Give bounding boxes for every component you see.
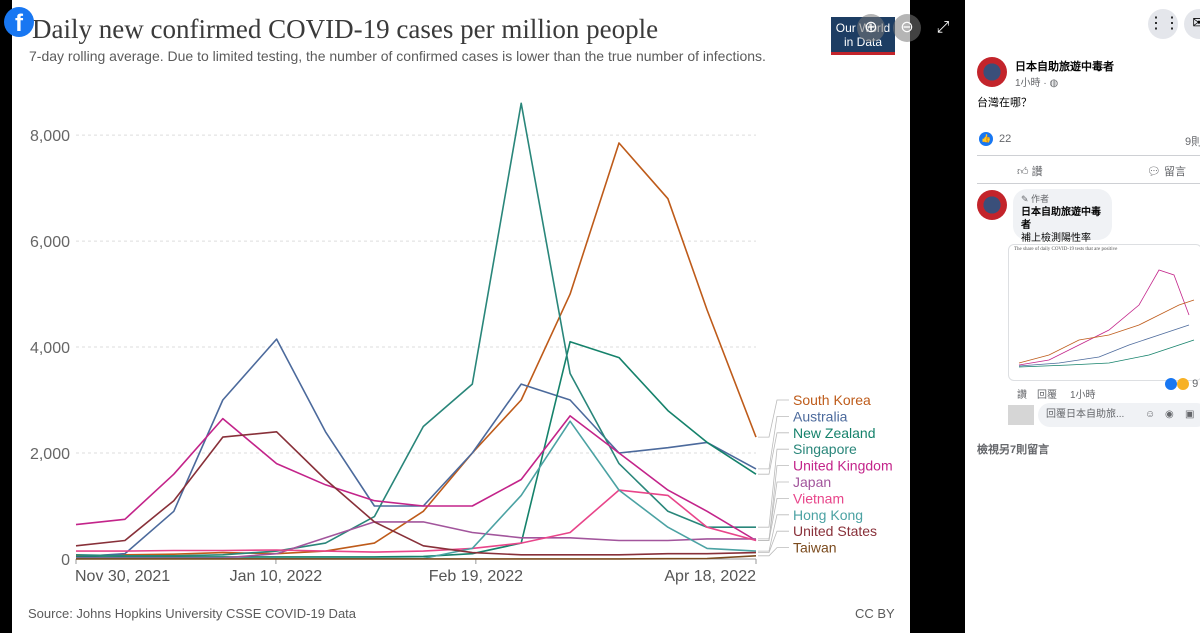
comment-reaction-count: 9 [1192,378,1199,390]
legend-connector [758,514,789,552]
post-timestamp[interactable]: 1小時 · ◍ [1015,74,1058,89]
pencil-icon: ✎ [1021,194,1032,204]
series-line-japan [76,521,756,559]
like-button-label: 讚 [1031,166,1043,178]
legend-connector [758,530,789,553]
comment-button-label: 留言 [1164,166,1187,178]
like-button[interactable]: 👍︎ 讚 [1017,163,1043,179]
y-tick-label: 2,000 [30,446,70,463]
current-user-avatar [1008,405,1034,425]
wow-reaction-icon [1177,378,1189,391]
author-badge-label: 作者 [1031,194,1050,204]
legend-connector [758,497,789,541]
post-text: 台灣在哪？ [977,97,1032,109]
reply-input[interactable]: 回覆日本自助旅... [1038,403,1200,427]
messenger-icon[interactable]: ✉ [1184,9,1200,39]
legend-label: Vietnam [793,490,844,506]
series-line-vietnam [76,489,757,553]
zoom-out-icon[interactable]: ⊖ [893,14,921,42]
like-count[interactable]: 22 [999,133,1012,145]
facebook-logo-icon[interactable]: f [4,7,34,37]
comment-author-avatar[interactable] [977,190,1007,220]
author-badge: ✎ 作者 [1021,193,1104,206]
post-time-text: 1小時 · [1015,78,1050,89]
like-reaction-icon [1165,378,1177,391]
y-tick-label: 4,000 [30,340,70,357]
fullscreen-icon[interactable]: ⤢ [936,19,950,36]
x-tick-label: Apr 18, 2022 [664,568,756,585]
series-line-hong-kong [76,420,757,560]
legend-label: United Kingdom [793,458,893,474]
comment-timestamp[interactable]: 1小時 [1070,390,1096,401]
series-line-united-kingdom [75,415,757,542]
x-tick-label: Feb 19, 2022 [429,568,523,585]
comment-count[interactable]: 9則 [1185,136,1200,148]
comment-image-thumbnail[interactable]: The share of daily COVID-19 tests that a… [1008,244,1200,381]
comment-bubble: ✎ 作者 日本自助旅遊中毒者 補上檢測陽性率 [1013,189,1112,244]
chart-subtitle: 7-day rolling average. Due to limited te… [29,48,766,64]
chart-license: CC BY [855,606,895,621]
series-line-singapore [75,102,756,557]
grid-menu-icon[interactable]: ⋮⋮ [1148,9,1180,39]
comment-icon: 💬︎ [1147,166,1165,178]
view-more-comments-link[interactable]: 檢視另7則留言 [977,444,1050,456]
legend-connector [758,399,789,438]
legend-connector [758,547,789,557]
thumbnail-chart [1018,269,1195,368]
comment-button[interactable]: 💬︎ 留言 [1147,163,1186,179]
legend-label: Japan [793,474,831,490]
series-line-south-korea [75,142,757,557]
x-tick-label: Nov 30, 2021 [75,568,170,585]
comment-reactions[interactable]: 9 [1165,378,1199,391]
legend-label: Hong Kong [793,507,863,523]
thumbnail-title: The share of daily COVID-19 tests that a… [1014,247,1118,252]
legend-label: Taiwan [793,540,837,556]
legend-label: Australia [793,408,848,424]
y-tick-label: 6,000 [30,234,70,251]
post-author-name[interactable]: 日本自助旅遊中毒者 [1015,61,1114,73]
camera-icon[interactable]: ◉ [1165,409,1174,420]
legend-label: United States [793,523,877,539]
x-tick-label: Jan 10, 2022 [230,568,323,585]
series-line-united-states [75,430,757,556]
comment-text: 補上檢測陽性率 [1021,233,1091,244]
globe-icon: ◍ [1049,78,1059,89]
legend-label: South Korea [793,392,871,408]
chart-image: 0 2,000 4,000 6,000 8,000 Nov 30, 2021 Jan 10,… [12,0,910,633]
like-reaction-icon: 👍 [979,132,993,146]
comment-author-name[interactable]: 日本自助旅遊中毒者 [1021,207,1101,231]
legend-connector [758,481,789,540]
y-tick-label: 0 [61,552,70,569]
series-line-taiwan [76,555,757,560]
gif-icon[interactable]: ▣ [1185,409,1195,420]
comments-sidebar: ⋮⋮ ✉ 日本自助旅遊中毒者 1小時 · ◍ 台灣在哪？ 👍 22 9則 👍︎ … [965,0,1200,633]
divider [977,183,1200,184]
thumbs-up-icon: 👍︎ [1017,166,1032,178]
emoji-icon[interactable]: ☺ [1145,409,1156,420]
legend-label: New Zealand [793,425,876,441]
chart-source: Source: Johns Hopkins University CSSE CO… [28,606,357,621]
y-tick-label: 8,000 [30,128,70,145]
legend-connector [758,448,789,528]
legend-connector [758,415,789,470]
series-line-australia [75,338,757,558]
post-author-avatar[interactable] [977,57,1007,87]
comment-reply-button[interactable]: 回覆 [1037,390,1057,401]
photo-viewer: 0 2,000 4,000 6,000 8,000 Nov 30, 2021 Jan 10,… [0,0,965,633]
series-line-new-zealand [76,340,757,558]
legend-label: Singapore [793,441,857,457]
legend-connector [758,432,789,475]
chart-title: Daily new confirmed COVID-19 cases per m… [32,14,659,44]
divider [977,155,1200,156]
comment-like-button[interactable]: 讚 [1017,390,1027,401]
zoom-in-icon[interactable]: ⊕ [857,14,885,42]
chart-svg: 0 2,000 4,000 6,000 8,000 Nov 30, 2021 Jan 10,… [30,102,893,585]
